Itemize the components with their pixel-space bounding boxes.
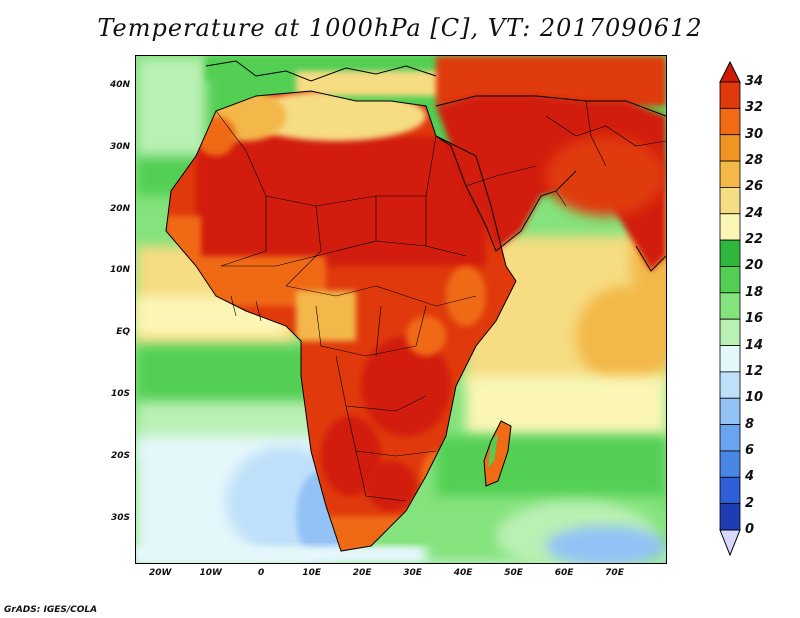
temperature-map	[136, 56, 666, 563]
colorbar-bin	[719, 239, 741, 267]
lat-tick-label: 10N	[109, 265, 130, 276]
lon-tick-label: 40E	[453, 568, 473, 578]
colorbar-tick-label: 34	[745, 74, 764, 89]
lon-tick-label: 10W	[199, 568, 222, 578]
lat-tick-label: 40N	[109, 79, 130, 90]
colorbar-tick-label: 0	[745, 522, 755, 537]
africa-land-field	[166, 91, 666, 551]
colorbar-tick-label: 20	[745, 258, 764, 274]
grads-credit: GrADS: IGES/COLA	[4, 605, 98, 615]
colorbar-bin	[719, 345, 741, 373]
lon-tick-label: 0	[258, 568, 265, 578]
colorbar-bottom-arrow	[719, 529, 741, 557]
colorbar-tick-label: 28	[745, 153, 764, 169]
lat-tick-label: 20S	[110, 450, 130, 461]
colorbar-bin	[719, 134, 741, 162]
colorbar-tick-label: 2	[745, 495, 755, 511]
map-plot-area	[135, 55, 667, 564]
colorbar-bin	[719, 187, 741, 215]
colorbar-tick-label: 30	[745, 126, 764, 142]
lon-tick-label: 30E	[403, 568, 422, 578]
colorbar-tick-label: 8	[745, 416, 755, 432]
lat-tick-label: 20N	[109, 203, 130, 214]
map-title: Temperature at 1000hPa [C], VT: 20170906…	[97, 14, 703, 42]
lon-tick-label: 20W	[149, 568, 172, 578]
lon-tick-label: 70E	[605, 568, 624, 578]
colorbar-bin	[719, 81, 741, 109]
colorbar-bin	[719, 160, 741, 188]
colorbar-bin	[719, 397, 741, 425]
colorbar-bin	[719, 292, 741, 320]
colorbar-bin	[719, 107, 741, 136]
colorbar-bin	[719, 371, 741, 399]
colorbar-tick-label: 18	[745, 284, 764, 300]
lon-tick-label: 20E	[352, 568, 372, 578]
country-borders	[215, 100, 666, 502]
colorbar-tick-label: 26	[745, 179, 764, 195]
colorbar-tick-label: 4	[745, 469, 755, 485]
colorbar-tick-label: 14	[745, 337, 764, 353]
colorbar-bin	[719, 266, 741, 294]
colorbar-top-arrow	[719, 60, 741, 83]
lat-tick-label: 30N	[109, 141, 130, 152]
colorbar-tick-label: 12	[745, 363, 764, 379]
colorbar-tick-label: 16	[745, 311, 764, 327]
colorbar-tick-label: 32	[745, 100, 764, 116]
colorbar-tick-label: 24	[745, 205, 764, 221]
colorbar-tick-label: 6	[745, 442, 755, 458]
colorbar-tick-label: 10	[745, 390, 764, 406]
lat-tick-label: 10S	[110, 389, 130, 400]
lon-tick-label: 50E	[504, 568, 523, 578]
lat-tick-label: 30S	[110, 512, 130, 523]
coastlines	[165, 60, 666, 552]
colorbar-bin	[719, 450, 741, 478]
temperature-colorbar	[719, 60, 741, 557]
colorbar-bin	[719, 476, 741, 505]
lon-tick-label: 60E	[554, 568, 574, 578]
colorbar-bin	[719, 424, 741, 452]
lat-tick-label: EQ	[116, 327, 130, 338]
lon-tick-label: 10E	[302, 568, 321, 578]
colorbar-bin	[719, 318, 741, 346]
colorbar-bin	[719, 213, 741, 241]
colorbar-bin	[719, 503, 741, 531]
colorbar-tick-label: 22	[745, 232, 764, 248]
